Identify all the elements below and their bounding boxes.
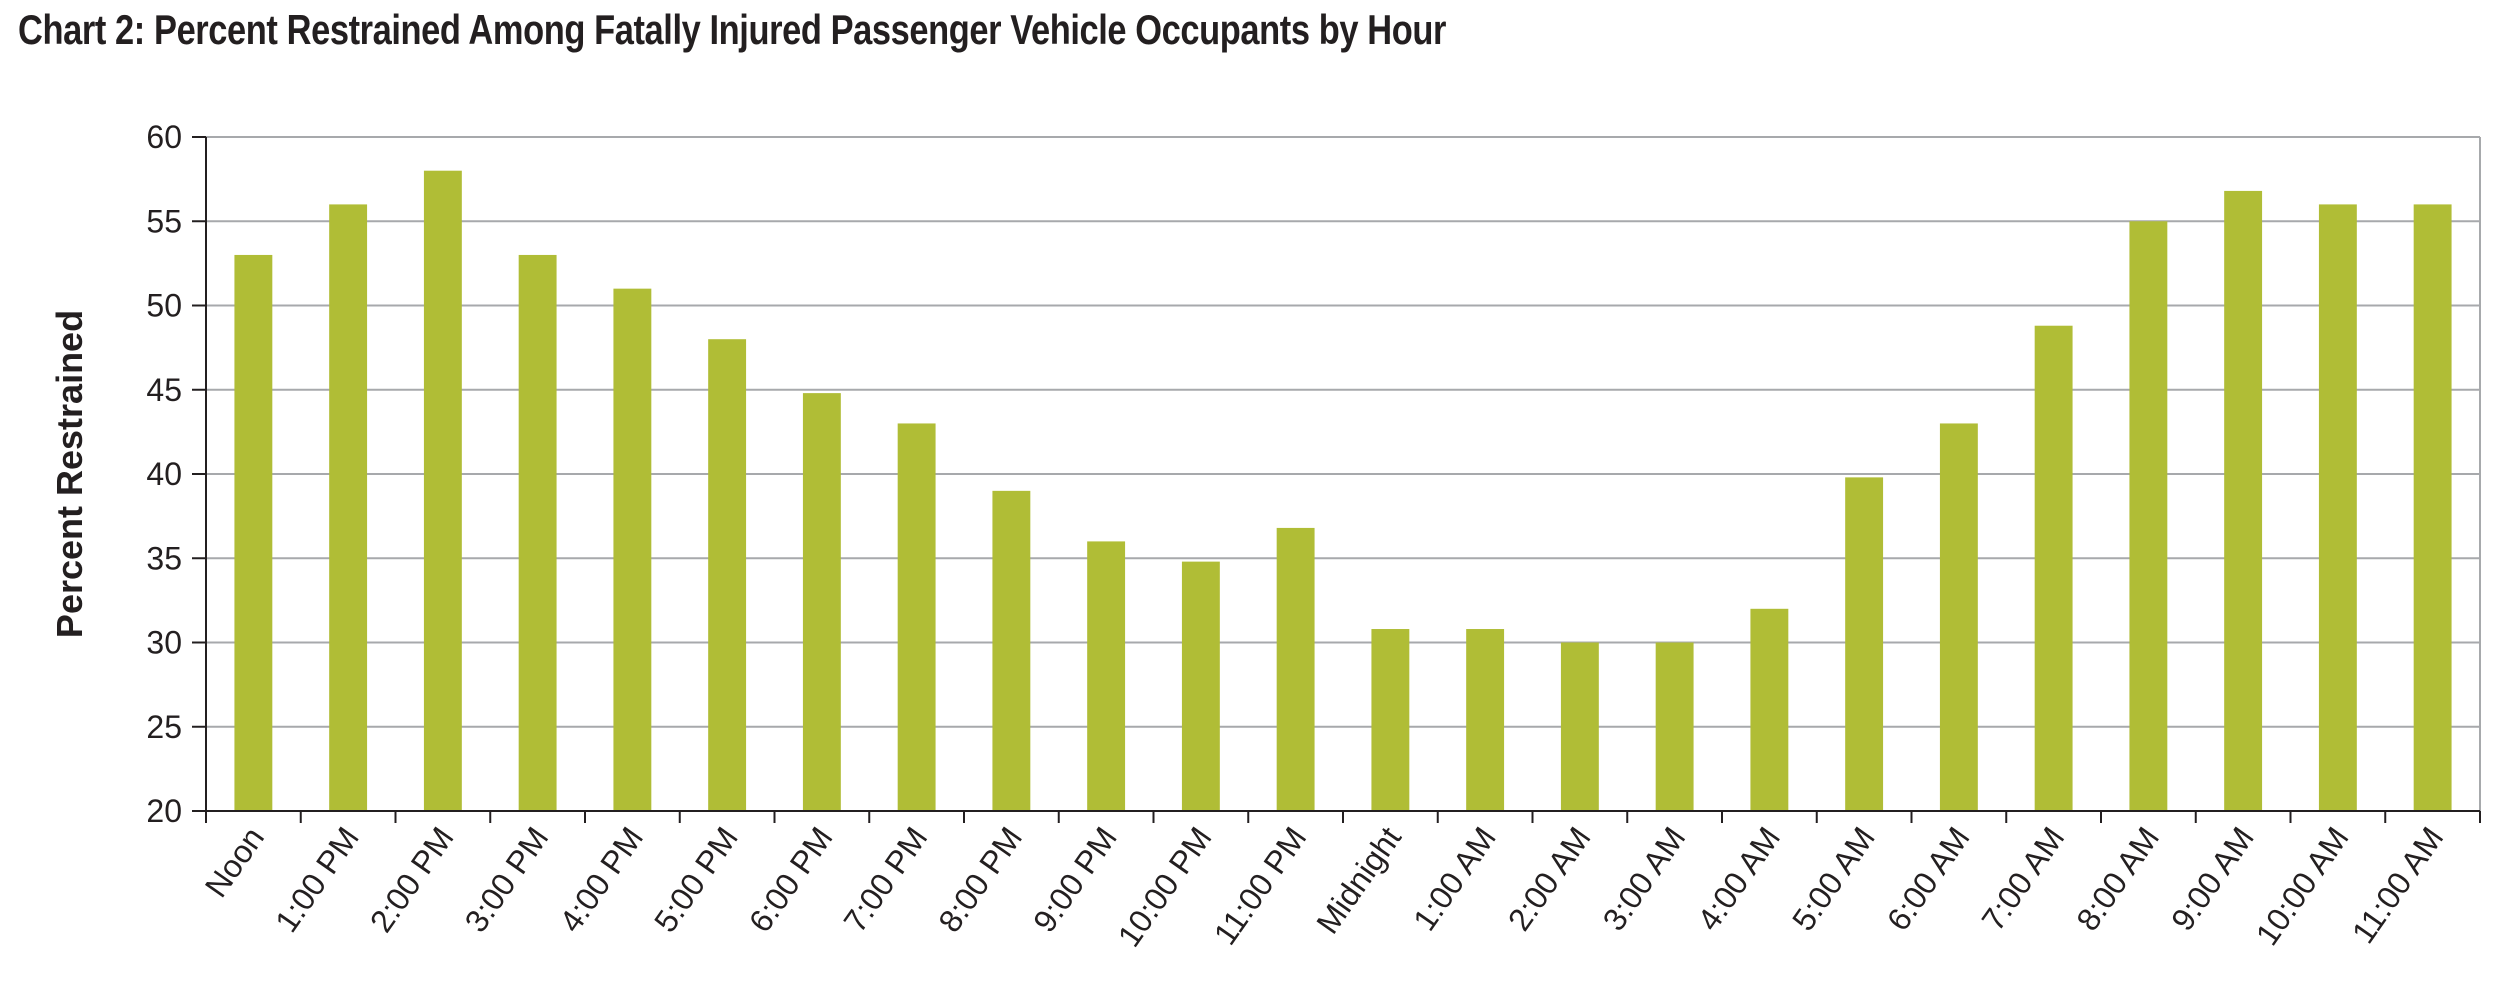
axes bbox=[192, 136, 2481, 823]
x-tick-label: Noon bbox=[198, 820, 271, 903]
bar bbox=[708, 339, 747, 811]
x-tick-label: 5:00 AM bbox=[1785, 820, 1882, 937]
bar bbox=[329, 204, 368, 811]
x-tick-label: 3:00 PM bbox=[458, 820, 556, 938]
x-tick-label: Midnight bbox=[1309, 820, 1408, 940]
bar bbox=[1466, 629, 1505, 811]
bar bbox=[1560, 642, 1599, 811]
bar bbox=[1087, 541, 1126, 811]
bar bbox=[992, 490, 1031, 811]
bar bbox=[1655, 642, 1694, 811]
x-tick-label: 8:00 PM bbox=[931, 820, 1029, 938]
y-tick-label: 40 bbox=[146, 456, 182, 492]
y-tick-label: 25 bbox=[146, 709, 182, 745]
grid-lines bbox=[206, 136, 2481, 811]
x-tick-label: 8:00 AM bbox=[2069, 820, 2166, 937]
bar bbox=[1750, 608, 1789, 811]
y-tick-labels: 20 25 30 35 40 45 50 55 60 bbox=[146, 119, 182, 829]
x-tick-label: 10:00 AM bbox=[2249, 820, 2356, 951]
bar bbox=[613, 288, 652, 811]
bar bbox=[1845, 477, 1884, 811]
x-tick-label: 4:00 PM bbox=[552, 820, 650, 938]
bar bbox=[234, 254, 273, 811]
x-tick-label: 2:00 AM bbox=[1501, 820, 1598, 937]
x-tick-label: 11:00 PM bbox=[1207, 820, 1314, 951]
bar bbox=[2318, 204, 2357, 811]
bar bbox=[1181, 561, 1220, 811]
y-tick-label: 55 bbox=[146, 203, 182, 239]
x-tick-label: 7:00 AM bbox=[1975, 820, 2072, 937]
bars bbox=[234, 170, 2452, 812]
bar bbox=[1939, 423, 1978, 811]
bar bbox=[802, 393, 841, 811]
bar bbox=[2129, 221, 2168, 811]
bar bbox=[2413, 204, 2452, 811]
bar bbox=[423, 170, 462, 811]
x-tick-label: 9:00 AM bbox=[2164, 820, 2261, 937]
x-tick-label: 5:00 PM bbox=[647, 820, 745, 938]
bar bbox=[897, 423, 936, 811]
bar bbox=[2224, 190, 2263, 812]
y-tick-label: 20 bbox=[146, 793, 182, 829]
bar bbox=[518, 254, 557, 811]
x-tick-label: 1:00 PM bbox=[268, 820, 366, 938]
y-tick-label: 35 bbox=[146, 540, 182, 576]
x-tick-label: 10:00 PM bbox=[1111, 820, 1219, 953]
y-tick-label: 60 bbox=[146, 119, 182, 155]
y-axis-title: Percent Restrained bbox=[49, 310, 90, 638]
x-tick-label: 1:00 AM bbox=[1406, 820, 1503, 937]
x-tick-label: 4:00 AM bbox=[1690, 820, 1787, 937]
x-tick-label: 2:00 PM bbox=[363, 820, 461, 938]
x-tick-label: 7:00 PM bbox=[837, 820, 935, 938]
y-tick-label: 30 bbox=[146, 625, 182, 661]
y-tick-label: 45 bbox=[146, 372, 182, 408]
x-tick-label: 6:00 PM bbox=[742, 820, 840, 938]
x-tick-label: 6:00 AM bbox=[1880, 820, 1977, 937]
y-tick-label: 50 bbox=[146, 288, 182, 324]
chart-title: Chart 2: Percent Restrained Among Fatall… bbox=[18, 6, 1447, 53]
x-tick-label: 3:00 AM bbox=[1596, 820, 1693, 937]
bar bbox=[1371, 629, 1410, 811]
bar bbox=[2034, 325, 2073, 811]
x-tick-label: 9:00 PM bbox=[1026, 820, 1124, 938]
x-tick-label: 11:00 AM bbox=[2345, 820, 2451, 949]
bar bbox=[1276, 527, 1315, 811]
